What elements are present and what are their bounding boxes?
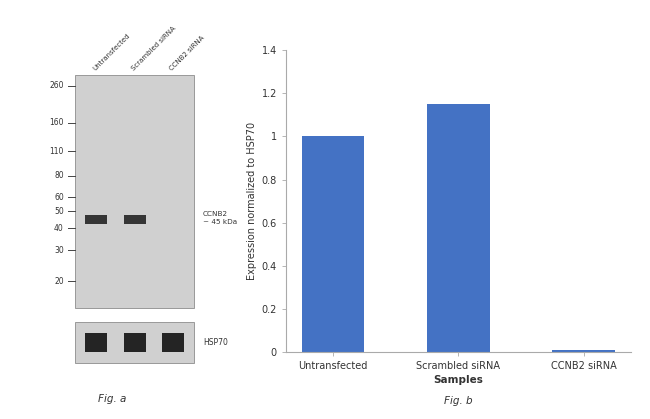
Text: Fig. a: Fig. a <box>98 394 127 404</box>
Text: 60: 60 <box>54 193 64 202</box>
Text: 40: 40 <box>54 224 64 233</box>
Y-axis label: Expression normalized to HSP70: Expression normalized to HSP70 <box>248 122 257 280</box>
Text: 80: 80 <box>54 171 64 180</box>
Bar <box>427 104 489 352</box>
X-axis label: Samples: Samples <box>434 375 483 385</box>
Bar <box>124 333 146 352</box>
Bar <box>162 333 184 352</box>
Bar <box>75 75 194 308</box>
Bar <box>124 215 146 224</box>
Text: 20: 20 <box>54 277 64 286</box>
Text: Untransfected: Untransfected <box>92 32 131 71</box>
Bar <box>552 350 615 352</box>
Text: HSP70: HSP70 <box>203 338 228 347</box>
Bar <box>85 333 107 352</box>
Bar <box>85 215 107 224</box>
Text: 30: 30 <box>54 246 64 255</box>
Text: 50: 50 <box>54 207 64 216</box>
Text: Fig. b: Fig. b <box>444 396 473 406</box>
Text: 160: 160 <box>49 118 64 127</box>
Text: 260: 260 <box>49 81 64 90</box>
Bar <box>302 137 364 352</box>
Bar <box>75 322 194 363</box>
Text: CCNB2 siRNA: CCNB2 siRNA <box>168 34 205 71</box>
Text: CCNB2
~ 45 kDa: CCNB2 ~ 45 kDa <box>203 211 237 225</box>
Text: Scrambled siRNA: Scrambled siRNA <box>130 25 177 71</box>
Text: 110: 110 <box>49 147 64 156</box>
